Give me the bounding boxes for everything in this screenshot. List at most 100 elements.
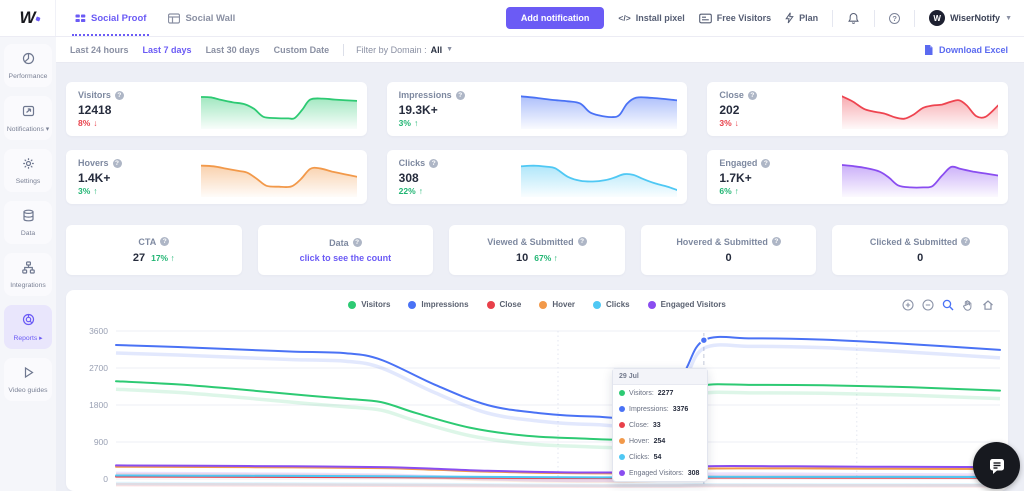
zoom-in-icon[interactable]: [902, 299, 914, 311]
sidebar-item-notifications[interactable]: Notifications ▾: [4, 96, 52, 140]
stat-card-clicks: Clicks? 308 22% ↑: [386, 150, 688, 204]
line-chart[interactable]: 0 900 1800 2700 3600: [66, 316, 1008, 491]
legend-label: Visitors: [361, 300, 391, 309]
stat-title: Close: [719, 90, 744, 100]
summary-value: 0: [725, 251, 732, 264]
range-last-24-hours[interactable]: Last 24 hours: [70, 44, 129, 55]
help-button[interactable]: ?: [889, 12, 901, 24]
home-reset-icon[interactable]: [982, 299, 994, 311]
code-icon: </>: [618, 13, 631, 23]
download-excel-button[interactable]: Download Excel: [923, 44, 1008, 56]
install-pixel-button[interactable]: </> Install pixel: [618, 13, 684, 23]
series-dot-icon: [619, 406, 625, 412]
tooltip-rows: Visitors: 2277 Impressions: 3376 Close: 33 Hov…: [613, 385, 707, 481]
stat-change: 8% ↓: [78, 118, 98, 128]
notifications-icon: [22, 105, 34, 117]
add-notification-button[interactable]: Add notification: [505, 7, 605, 29]
summary-change: 17% ↑: [151, 252, 175, 263]
summary-title: Viewed & Submitted: [487, 236, 574, 247]
sidebar-item-settings[interactable]: Settings: [4, 149, 52, 192]
summary-card-hovered-submitted: Hovered & Submitted? 0: [640, 225, 817, 275]
help-icon[interactable]: ?: [577, 237, 587, 246]
help-icon[interactable]: ?: [352, 238, 362, 247]
chart-tooltip: 29 Jul Visitors: 2277 Impressions: 3376 Clos…: [612, 368, 708, 482]
data-count-link[interactable]: click to see the count: [299, 252, 392, 263]
stat-title: Impressions: [398, 90, 452, 100]
summary-card-data: Data? click to see the count: [257, 225, 434, 275]
series-dot-icon: [619, 390, 625, 396]
range-custom-date[interactable]: Custom Date: [273, 44, 330, 55]
summary-change: 67% ↑: [534, 252, 558, 263]
help-icon[interactable]: ?: [455, 90, 465, 100]
sidebar-item-reports[interactable]: Reports ▸: [4, 305, 52, 349]
legend-label: Engaged Visitors: [660, 300, 726, 309]
pan-hand-icon[interactable]: [962, 299, 974, 311]
summary-title: Hovered & Submitted: [676, 236, 768, 247]
help-icon[interactable]: ?: [761, 158, 771, 168]
legend-item-impressions[interactable]: Impressions: [408, 300, 469, 309]
legend-item-clicks[interactable]: Clicks: [593, 300, 630, 309]
summary-card-viewed-submitted: Viewed & Submitted? 10 67% ↑: [449, 225, 625, 275]
selection-zoom-icon[interactable]: [942, 299, 954, 311]
sidebar-item-data[interactable]: Data: [4, 201, 52, 244]
range-last-30-days[interactable]: Last 30 days: [205, 44, 260, 55]
bell-icon: [848, 12, 859, 24]
stat-card-impressions: Impressions? 19.3K+ 3% ↑: [386, 82, 688, 136]
help-icon[interactable]: ?: [747, 90, 757, 100]
chart-toolbar: [902, 299, 994, 311]
chevron-down-icon: ▼: [446, 46, 454, 53]
arrow-down-icon: ↓: [93, 118, 98, 128]
app-logo[interactable]: W: [0, 0, 56, 36]
stat-cards-row-1: Visitors? 12418 8% ↓ Impressions? 19.3K+ …: [66, 82, 1009, 136]
legend-item-hover[interactable]: Hover: [539, 300, 575, 309]
legend-item-close[interactable]: Close: [486, 300, 521, 309]
stat-change: 3% ↓: [719, 118, 739, 128]
zoom-out-icon[interactable]: [922, 299, 934, 311]
sidebar-item-performance[interactable]: Performance: [4, 44, 52, 87]
chat-widget-button[interactable]: [973, 442, 1020, 489]
tooltip-series-label: Engaged Visitors:: [629, 469, 684, 477]
help-icon[interactable]: ?: [961, 237, 971, 246]
svg-text:2700: 2700: [89, 363, 108, 373]
summary-cards-row: CTA? 27 17% ↑ Data? click to see the coun…: [66, 225, 1008, 275]
svg-text:3600: 3600: [89, 326, 108, 336]
filter-bar: Last 24 hours Last 7 days Last 30 days C…: [56, 37, 1024, 63]
help-icon[interactable]: ?: [112, 158, 122, 168]
summary-title: CTA: [138, 236, 157, 247]
stat-change: 3% ↑: [78, 186, 98, 196]
help-icon[interactable]: ?: [160, 237, 170, 246]
download-excel-label: Download Excel: [938, 44, 1008, 55]
legend-item-engaged-visitors[interactable]: Engaged Visitors: [647, 300, 726, 309]
legend-item-visitors[interactable]: Visitors: [348, 300, 390, 309]
close-sparkline: [841, 95, 998, 129]
help-icon[interactable]: ?: [771, 237, 781, 246]
help-icon: ?: [889, 12, 901, 24]
notifications-bell-button[interactable]: [847, 12, 860, 25]
plan-button[interactable]: Plan: [785, 12, 818, 24]
visitors-sparkline: [200, 96, 357, 129]
sidebar-item-video-guides[interactable]: Video guides: [4, 358, 52, 401]
account-menu[interactable]: W WiserNotify ▼: [929, 10, 1012, 26]
stat-value: 12418: [78, 103, 112, 117]
tooltip-series-value: 54: [653, 453, 662, 461]
tab-social-proof[interactable]: Social Proof: [66, 0, 155, 36]
tab-social-wall[interactable]: Social Wall: [159, 0, 244, 36]
svg-text:0: 0: [103, 474, 108, 484]
stat-card-hovers: Hovers? 1.4K+ 3% ↑: [66, 150, 367, 204]
install-pixel-label: Install pixel: [635, 13, 685, 23]
plan-label: Plan: [799, 13, 819, 23]
arrow-up-icon: ↑: [413, 118, 419, 128]
top-header: W Social Proof Social Wall Add notificat…: [0, 0, 1024, 37]
main-area: Last 24 hours Last 7 days Last 30 days C…: [56, 37, 1024, 491]
stat-card-visitors: Visitors? 12418 8% ↓: [66, 82, 367, 136]
free-visitors-button[interactable]: Free Visitors: [698, 13, 771, 24]
legend-label: Hover: [552, 300, 576, 309]
domain-filter[interactable]: Filter by Domain : All ▼: [356, 45, 453, 55]
help-icon[interactable]: ?: [114, 90, 124, 100]
tab-label: Social Proof: [91, 12, 147, 24]
range-last-7-days[interactable]: Last 7 days: [142, 44, 192, 55]
help-icon[interactable]: ?: [429, 158, 439, 168]
tooltip-series-value: 2277: [657, 389, 674, 397]
legend-dot-icon: [593, 300, 602, 309]
sidebar-item-integrations[interactable]: Integrations: [4, 253, 52, 296]
